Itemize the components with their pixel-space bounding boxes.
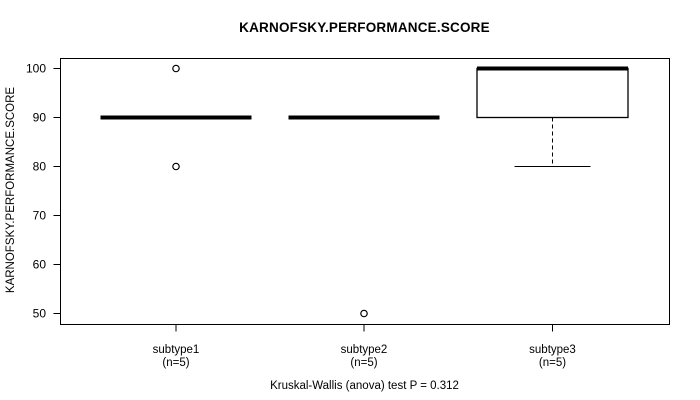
y-axis-tick-label: 80: [33, 160, 47, 174]
group-sublabel: (n=5): [162, 357, 189, 369]
y-axis-tick-label: 70: [33, 209, 47, 223]
y-axis-tick-label: 50: [33, 307, 47, 321]
group-label: subtype1: [153, 344, 200, 356]
chart-title: KARNOFSKY.PERFORMANCE.SCORE: [239, 20, 490, 35]
outlier-point: [360, 309, 368, 318]
stat-test-caption: Kruskal-Wallis (anova) test P = 0.312: [270, 380, 459, 392]
plot-frame: [60, 58, 670, 325]
outlier-point: [172, 64, 180, 73]
group-sublabel: (n=5): [539, 357, 566, 369]
box-iqr: [476, 67, 629, 119]
y-axis-tick-label: 60: [33, 258, 47, 272]
y-axis-tick-label: 100: [26, 62, 46, 76]
group-label: subtype2: [341, 344, 388, 356]
outlier-point: [172, 162, 180, 171]
y-axis-tick-label: 90: [33, 111, 47, 125]
group-label: subtype3: [529, 344, 576, 356]
group-sublabel: (n=5): [350, 357, 377, 369]
